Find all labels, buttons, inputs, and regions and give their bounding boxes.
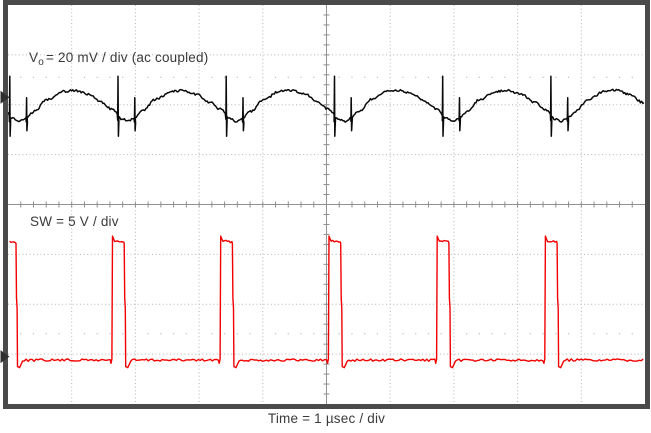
minor-dot bbox=[274, 333, 277, 335]
minor-dot bbox=[567, 76, 570, 78]
minor-dot bbox=[415, 333, 417, 335]
minor-dot bbox=[491, 333, 493, 335]
minor-dot bbox=[542, 333, 544, 335]
vo-scale-label: Vo = 20 mV / div (ac coupled) bbox=[29, 50, 209, 68]
minor-dot bbox=[45, 333, 47, 335]
minor-dot bbox=[147, 76, 149, 78]
minor-dot bbox=[415, 76, 417, 78]
minor-dot bbox=[364, 76, 366, 78]
minor-dot bbox=[83, 76, 86, 78]
minor-dot bbox=[606, 333, 608, 335]
minor-dot bbox=[236, 76, 238, 78]
vo-trace bbox=[7, 75, 645, 137]
minor-dot bbox=[109, 333, 111, 335]
minor-dot bbox=[376, 76, 379, 78]
minor-dot bbox=[223, 76, 226, 78]
minor-dot bbox=[555, 76, 557, 78]
minor-dot bbox=[313, 76, 315, 78]
minor-dot bbox=[249, 76, 251, 78]
minor-dot bbox=[274, 76, 277, 78]
minor-dot bbox=[249, 333, 251, 335]
minor-dot bbox=[32, 76, 35, 78]
minor-dot bbox=[478, 76, 480, 78]
minor-dot bbox=[122, 76, 124, 78]
minor-dot bbox=[173, 333, 175, 335]
minor-dot bbox=[338, 76, 340, 78]
minor-dot bbox=[364, 333, 366, 335]
minor-dot bbox=[593, 333, 595, 335]
minor-dot bbox=[466, 333, 468, 335]
minor-dot bbox=[491, 76, 493, 78]
minor-dot bbox=[223, 333, 226, 335]
minor-dot bbox=[529, 333, 531, 335]
minor-dot bbox=[160, 333, 162, 335]
minor-dot bbox=[351, 76, 353, 78]
minor-dot bbox=[427, 333, 430, 335]
minor-dot bbox=[300, 333, 302, 335]
minor-dot bbox=[618, 76, 621, 78]
minor-dot bbox=[555, 333, 557, 335]
channel-reference-arrow bbox=[0, 90, 10, 104]
minor-dot bbox=[440, 333, 442, 335]
minor-dot bbox=[211, 333, 213, 335]
channel-reference-arrow bbox=[0, 350, 10, 364]
minor-dot bbox=[20, 76, 22, 78]
minor-dot bbox=[504, 333, 506, 335]
minor-dot bbox=[185, 76, 187, 78]
minor-dot bbox=[287, 76, 289, 78]
minor-dot bbox=[402, 76, 404, 78]
vo-label-subscript: o bbox=[38, 57, 44, 68]
minor-dot bbox=[606, 76, 608, 78]
minor-dot bbox=[529, 76, 531, 78]
minor-dot bbox=[427, 76, 430, 78]
minor-dot bbox=[32, 333, 35, 335]
minor-dot bbox=[631, 333, 633, 335]
minor-dot bbox=[313, 333, 315, 335]
minor-dot bbox=[593, 76, 595, 78]
minor-dot bbox=[173, 76, 175, 78]
minor-dot bbox=[96, 76, 98, 78]
minor-dot bbox=[45, 76, 47, 78]
minor-dot bbox=[542, 76, 544, 78]
minor-dot bbox=[185, 333, 187, 335]
minor-dot bbox=[287, 333, 289, 335]
plot-border bbox=[3, 0, 650, 409]
vo-label-text: = 20 mV / div (ac coupled) bbox=[45, 50, 209, 65]
minor-dot bbox=[160, 76, 162, 78]
minor-dot bbox=[631, 76, 633, 78]
minor-dot bbox=[109, 76, 111, 78]
minor-dot bbox=[58, 333, 60, 335]
minor-dot bbox=[478, 333, 480, 335]
minor-dot bbox=[211, 76, 213, 78]
minor-dot bbox=[618, 333, 621, 335]
minor-dot bbox=[300, 76, 302, 78]
minor-dot bbox=[236, 333, 238, 335]
minor-dot bbox=[466, 76, 468, 78]
minor-dot bbox=[402, 333, 404, 335]
sw-scale-label: SW = 5 V / div bbox=[30, 214, 119, 229]
minor-dot bbox=[96, 333, 98, 335]
minor-dot bbox=[58, 76, 60, 78]
minor-dot bbox=[83, 333, 86, 335]
minor-dot bbox=[147, 333, 149, 335]
minor-dot bbox=[338, 333, 340, 335]
time-scale-label: Time = 1 µsec / div bbox=[267, 411, 386, 426]
minor-dot bbox=[351, 333, 353, 335]
minor-dot bbox=[567, 333, 570, 335]
sw-trace bbox=[9, 235, 644, 369]
vo-label-symbol: V bbox=[29, 50, 39, 65]
minor-dot bbox=[376, 333, 379, 335]
minor-dot bbox=[122, 333, 124, 335]
minor-dot bbox=[504, 76, 506, 78]
minor-dot bbox=[440, 76, 442, 78]
minor-dot bbox=[20, 333, 22, 335]
